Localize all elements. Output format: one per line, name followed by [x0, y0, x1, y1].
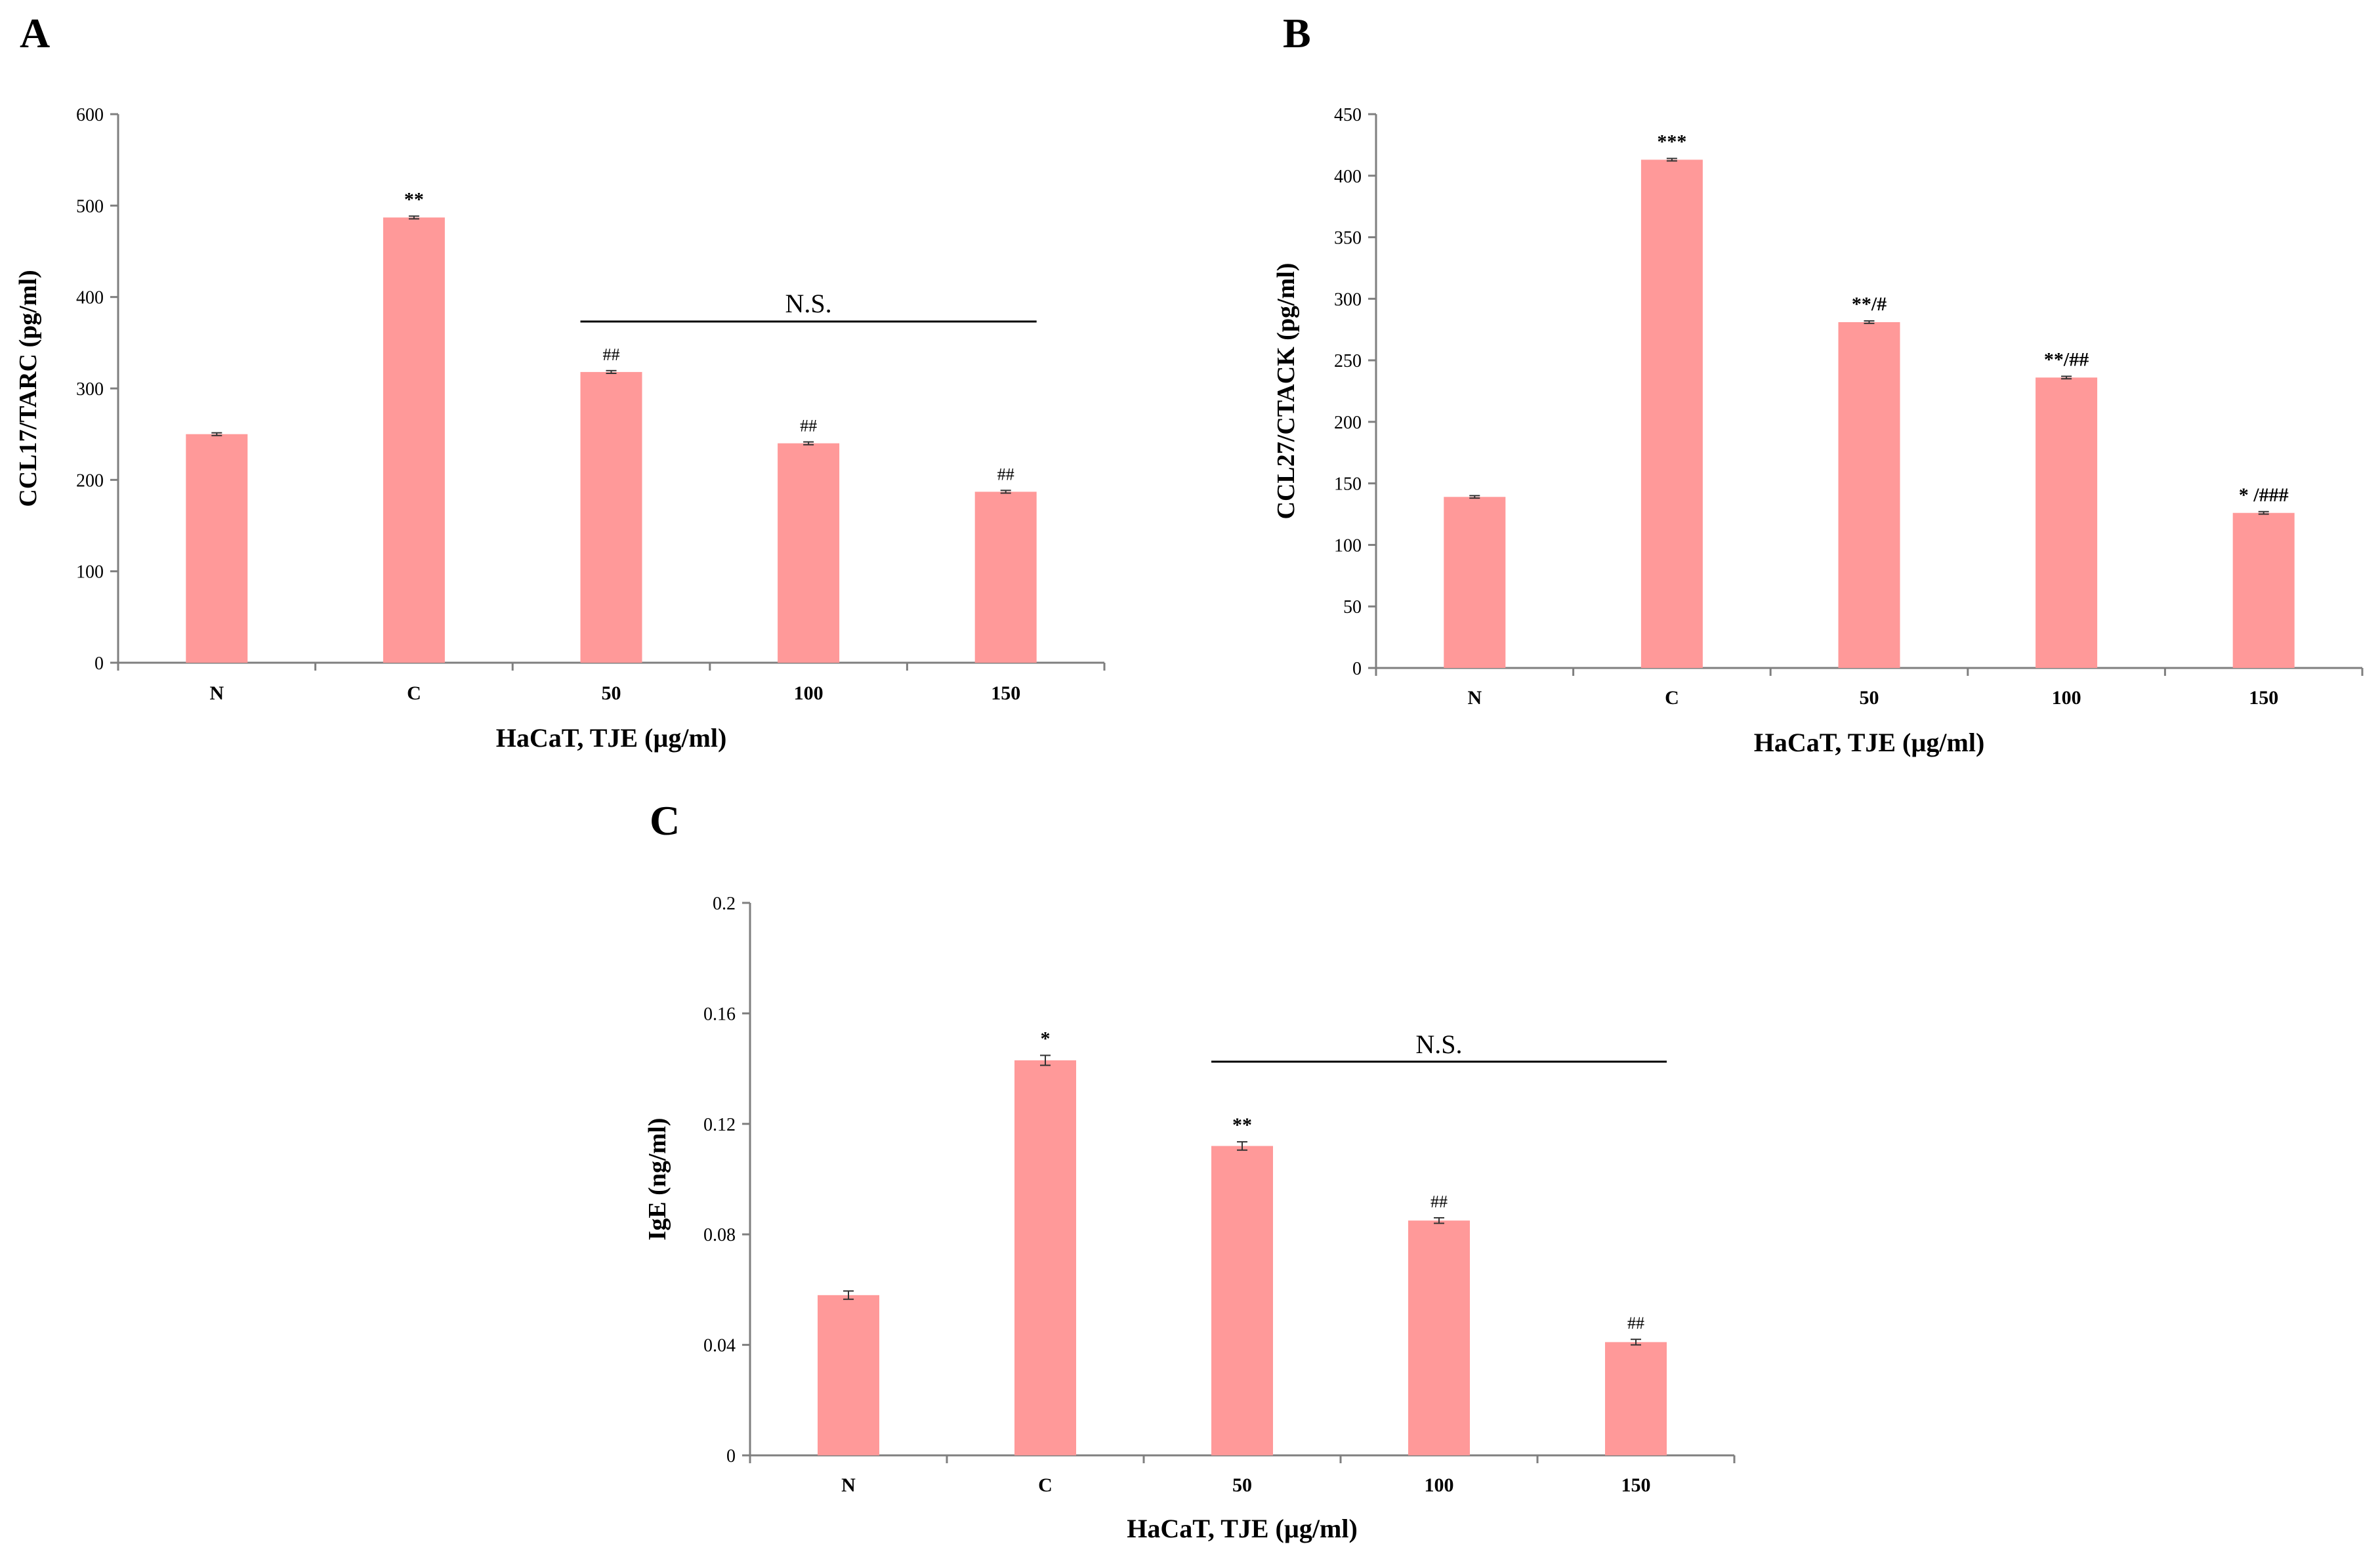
panel-c-letter: C	[650, 797, 680, 844]
panel-b-category-label: C	[1665, 687, 1679, 709]
panel-a-y-tick-label: 500	[76, 196, 104, 217]
panel-b-bar-50	[1838, 322, 1900, 669]
panel-c-bar-50	[1211, 1146, 1273, 1455]
panel-b-category-label: N	[1467, 687, 1482, 709]
panel-a-y-axis-title: CCL17/TARC (pg/ml)	[14, 270, 42, 507]
panel-b-y-tick-label: 350	[1334, 228, 1362, 249]
panel-b-y-tick-label: 300	[1334, 289, 1362, 310]
panel-b-x-axis-title: HaCaT, TJE (µg/ml)	[1754, 728, 1985, 757]
panel-a-category-label: N	[209, 682, 224, 704]
panel-b-category-label: 100	[2052, 687, 2081, 709]
panel-a-category-label: C	[407, 682, 421, 704]
panel-b-bar-150	[2232, 512, 2295, 668]
panel-c-y-axis-title: IgE (ng/ml)	[644, 1118, 671, 1241]
panel-a-y-tick-label: 300	[76, 379, 104, 400]
panel-b-y-tick-label: 400	[1334, 167, 1362, 187]
panel-a-significance-label: ##	[603, 345, 620, 364]
panel-a-bar-100	[778, 443, 840, 663]
panel-b-y-tick-label: 100	[1334, 535, 1362, 556]
panel-a-significance-label: **	[404, 188, 424, 210]
panel-c-significance-label: ##	[1627, 1314, 1644, 1333]
panel-a-category-label: 100	[794, 682, 824, 704]
panel-b-y-tick-label: 450	[1334, 105, 1362, 125]
panel-b-bar-N	[1444, 497, 1506, 668]
panel-a-y-tick-label: 100	[76, 562, 104, 583]
panel-a-y-tick-label: 0	[94, 654, 104, 674]
panel-c-bar-100	[1408, 1220, 1470, 1455]
panel-b-significance-label: ***	[1657, 131, 1686, 153]
panel-b-bar-100	[2036, 377, 2098, 668]
panel-b-y-tick-label: 250	[1334, 351, 1362, 371]
panel-c-category-label: 50	[1232, 1474, 1252, 1496]
panel-c-significance-label: **	[1232, 1114, 1252, 1136]
panel-c-significance-label: *	[1041, 1028, 1051, 1049]
panel-b-letter: B	[1283, 10, 1311, 56]
panel-a-x-axis-title: HaCaT, TJE (µg/ml)	[496, 723, 727, 753]
panel-b-y-tick-label: 200	[1334, 413, 1362, 433]
panel-c-y-tick-label: 0.16	[703, 1004, 736, 1024]
panel-c-bar-N	[818, 1295, 879, 1455]
panel-c-y-tick-label: 0.08	[703, 1225, 736, 1245]
panel-c-ns-label: N.S.	[1415, 1030, 1462, 1059]
panel-a-bar-50	[580, 371, 642, 663]
panel-a-letter: A	[20, 10, 50, 56]
panel-c-bar-150	[1605, 1342, 1667, 1455]
panel-a-y-tick-label: 600	[76, 105, 104, 125]
panel-b-significance-label: * /###	[2239, 484, 2289, 506]
panel-c-y-tick-label: 0	[726, 1446, 736, 1467]
panel-a-bar-C	[383, 217, 445, 663]
panel-c-significance-label: ##	[1430, 1192, 1448, 1211]
panel-c-category-label: 100	[1425, 1474, 1454, 1496]
panel-c-category-label: N	[841, 1474, 856, 1496]
panel-b-y-tick-label: 50	[1343, 597, 1362, 617]
panel-c-y-tick-label: 0.2	[713, 894, 736, 914]
panel-c-category-label: 150	[1621, 1474, 1651, 1496]
panel-b-category-label: 50	[1860, 687, 1879, 709]
panel-b-y-tick-label: 150	[1334, 474, 1362, 495]
panel-a-category-label: 150	[991, 682, 1020, 704]
panel-a-category-label: 50	[602, 682, 621, 704]
panel-b-significance-label: **/##	[2044, 348, 2089, 370]
panel-c-x-axis-title: HaCaT, TJE (µg/ml)	[1127, 1514, 1358, 1543]
panel-a-y-tick-label: 200	[76, 470, 104, 491]
panel-a-significance-label: ##	[800, 417, 817, 436]
panel-c-category-label: C	[1038, 1474, 1053, 1496]
panel-c-y-tick-label: 0.04	[703, 1336, 736, 1356]
panel-a-bar-150	[974, 491, 1037, 663]
panel-b-significance-label: **/#	[1852, 293, 1887, 315]
panel-b-category-label: 150	[2249, 687, 2278, 709]
panel-a-y-tick-label: 400	[76, 288, 104, 308]
panel-b-y-axis-title: CCL27/CTACK (pg/ml)	[1272, 263, 1300, 520]
panel-a-bar-N	[186, 434, 248, 663]
panel-b-bar-C	[1640, 159, 1703, 668]
panel-b-y-tick-label: 0	[1352, 659, 1362, 679]
panel-a-ns-label: N.S.	[785, 289, 832, 318]
panel-a-significance-label: ##	[997, 465, 1014, 484]
panel-c-y-tick-label: 0.12	[703, 1115, 736, 1135]
panel-c-bar-C	[1014, 1060, 1076, 1455]
